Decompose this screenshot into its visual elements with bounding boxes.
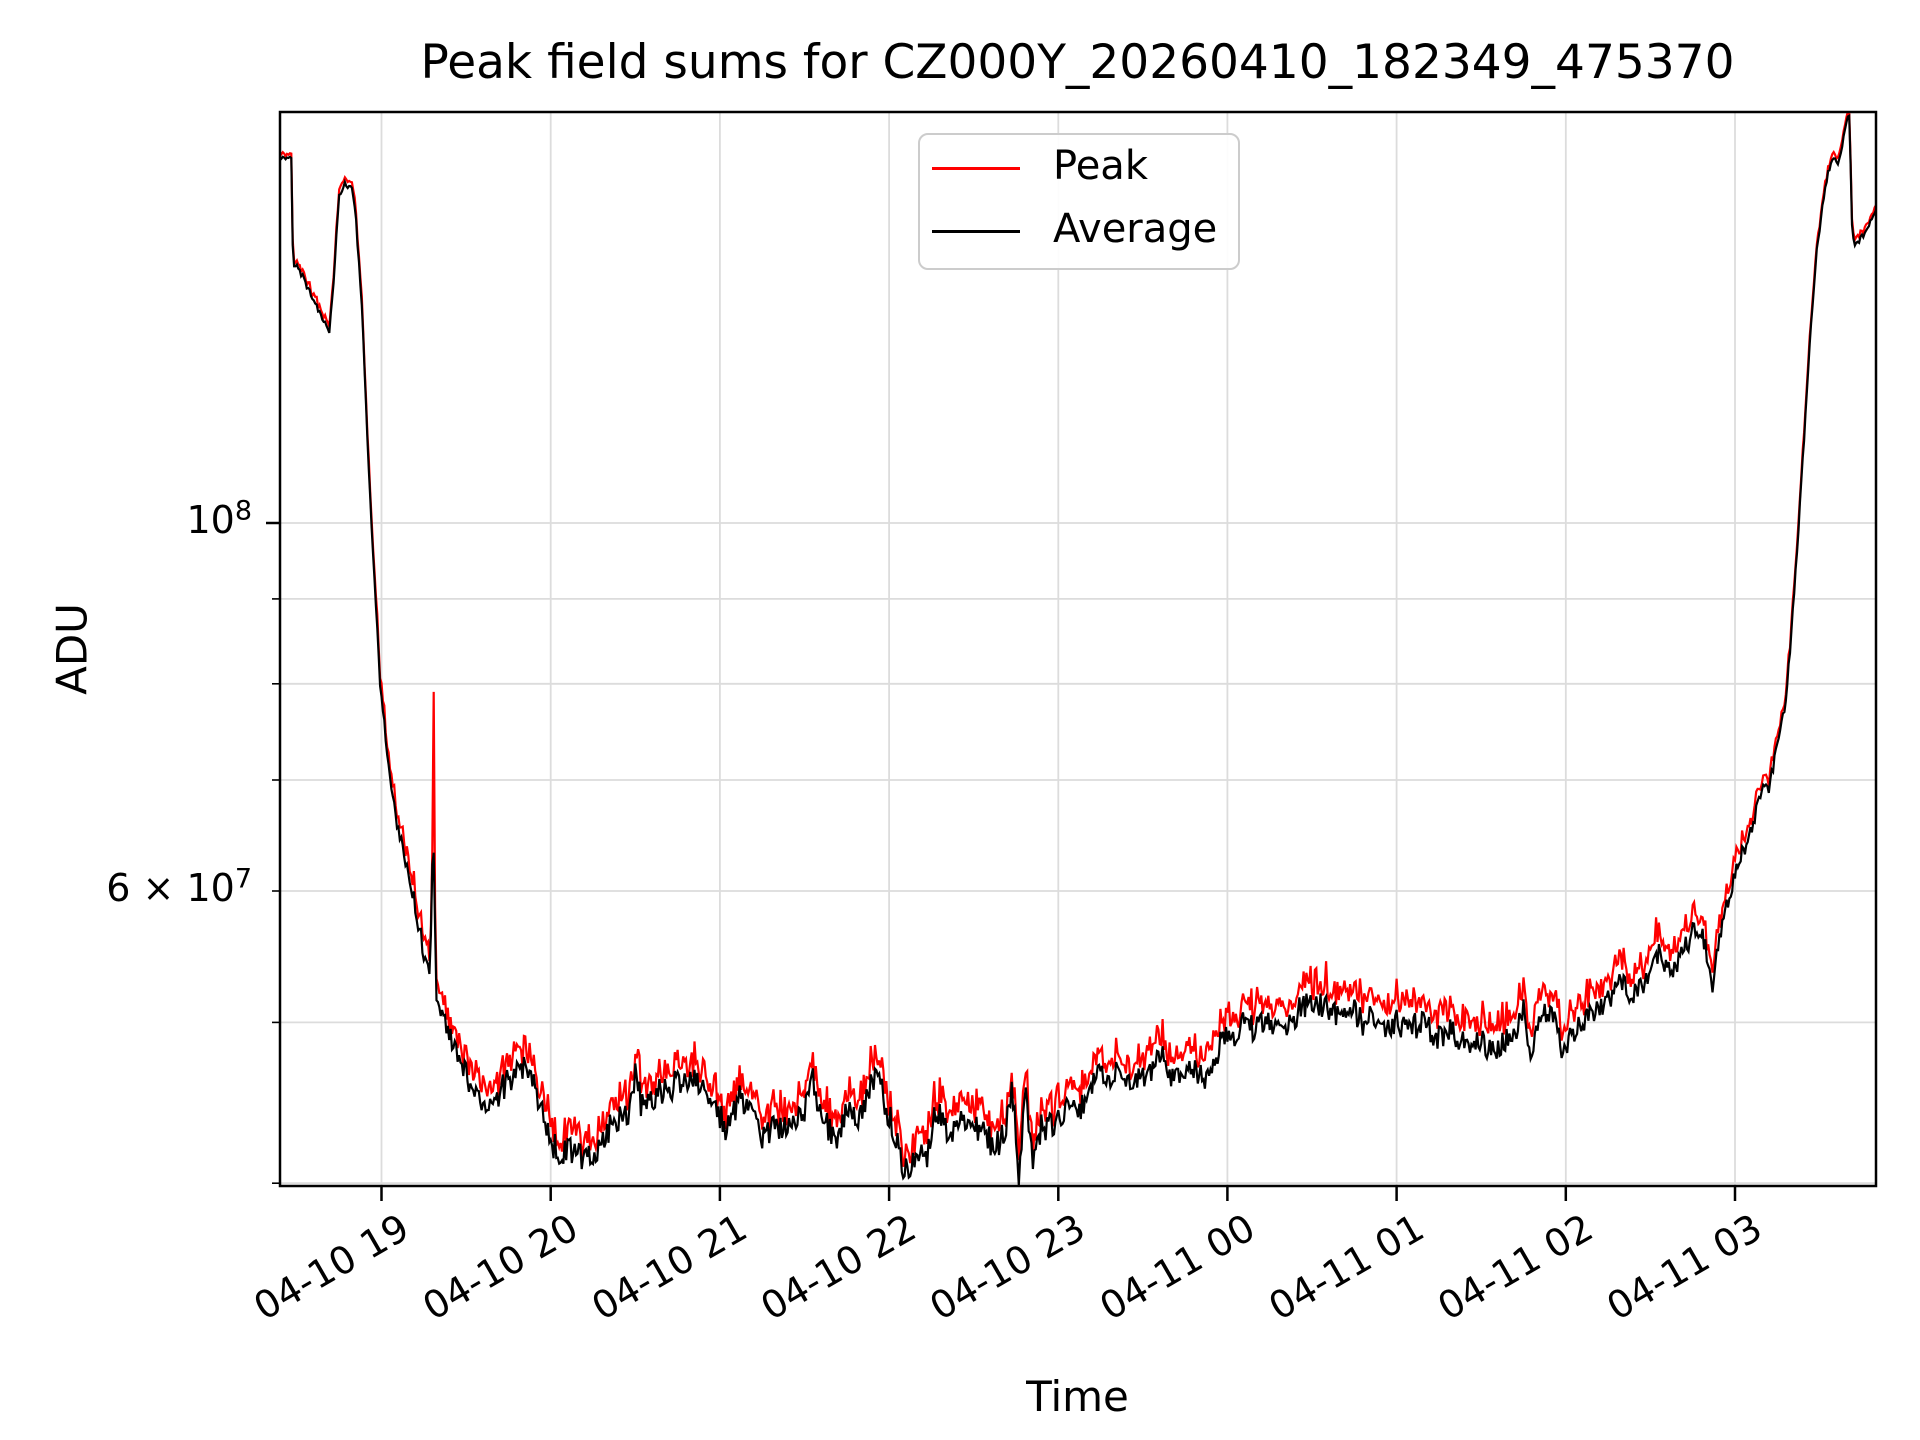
peak-line-swatch xyxy=(932,166,1020,170)
axis-ticks xyxy=(266,521,1737,1201)
legend-label-average: Average xyxy=(1053,206,1218,252)
y-axis-label: ADU xyxy=(47,603,97,695)
y-tick-label: 108 xyxy=(186,495,252,542)
peak-series-line xyxy=(280,112,1876,1168)
grid xyxy=(280,112,1876,1186)
chart-title: Peak field sums for CZ000Y_20260410_1823… xyxy=(420,35,1735,90)
legend-label-peak: Peak xyxy=(1053,143,1148,189)
y-tick-label: 6 × 107 xyxy=(106,863,252,911)
x-axis-label: Time xyxy=(1026,1372,1129,1421)
legend-entry-average: Average xyxy=(932,209,1217,253)
plot-frame xyxy=(278,110,1878,1188)
average-line-swatch xyxy=(932,229,1020,233)
legend-entry-peak: Peak xyxy=(932,146,1148,190)
average-series-line xyxy=(280,113,1876,1186)
legend: Peak Average xyxy=(918,133,1240,270)
